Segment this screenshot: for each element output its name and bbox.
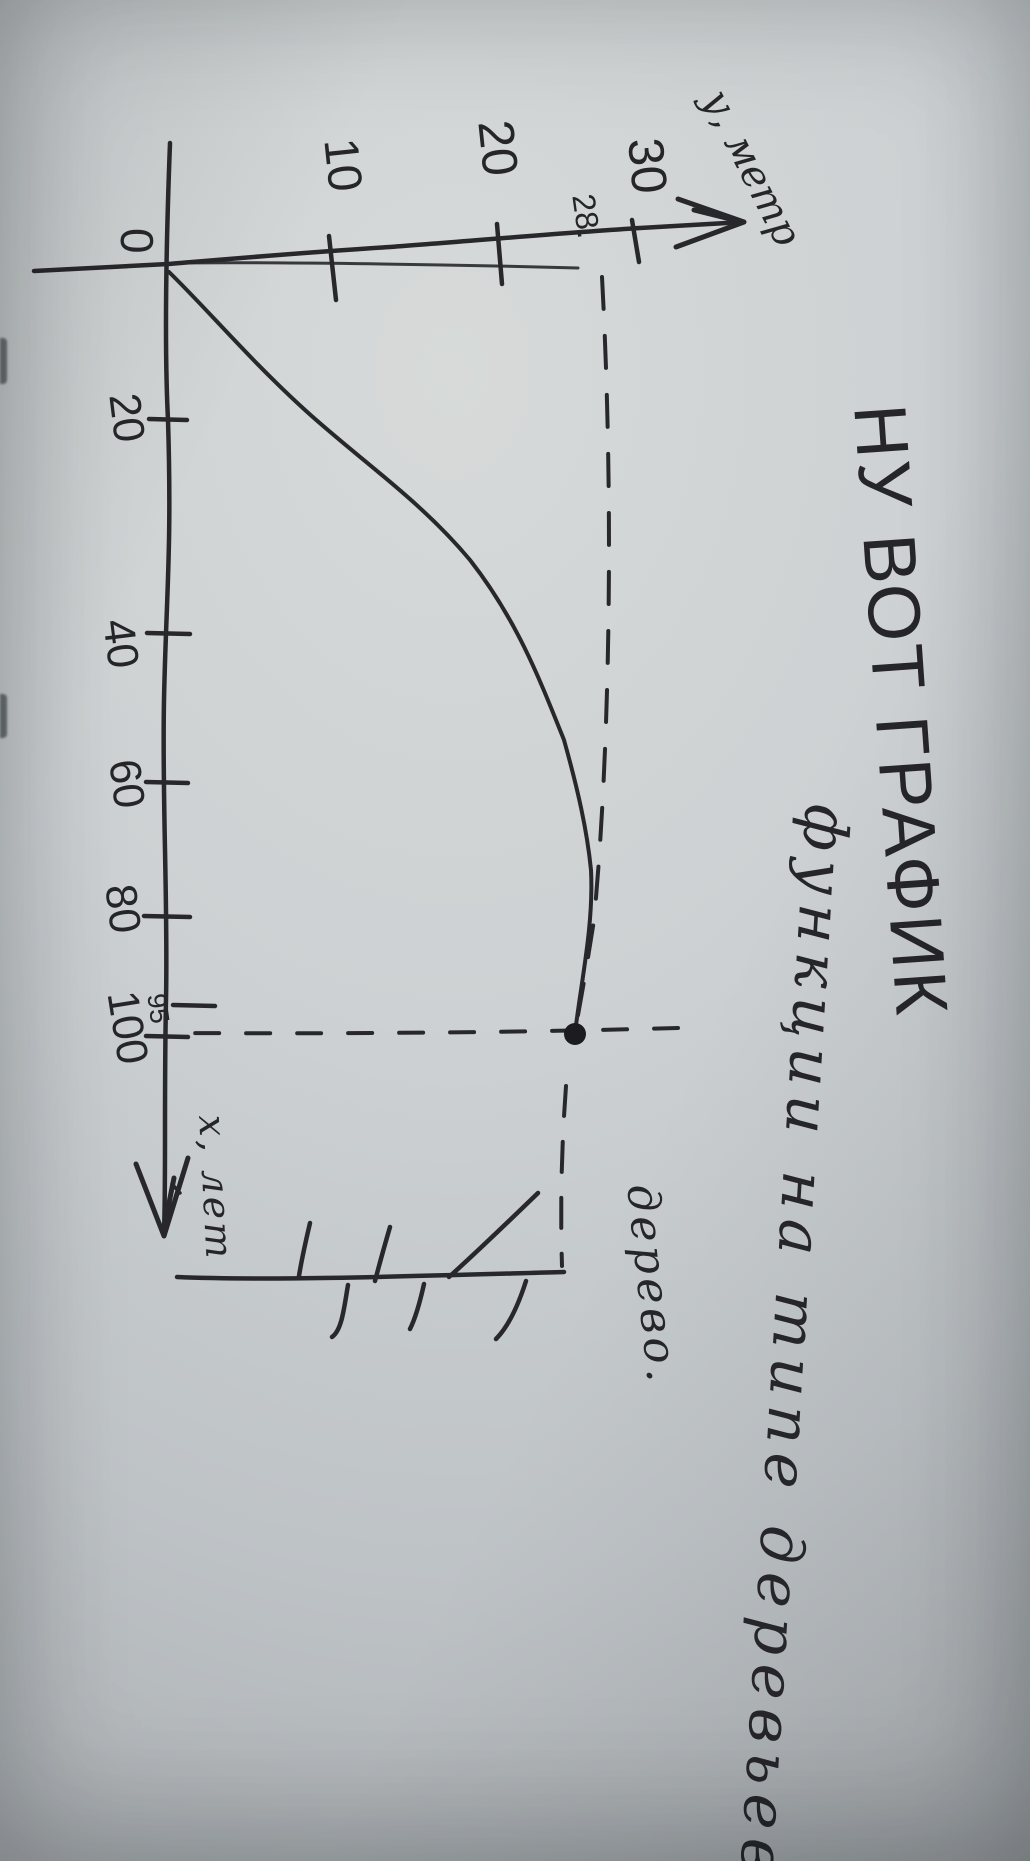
x-tick-label-20: 20 bbox=[99, 390, 154, 446]
x-tick-label-40: 40 bbox=[93, 616, 148, 672]
y-tick-label-20: 20 bbox=[467, 117, 529, 179]
x-tick-label-80: 80 bbox=[95, 881, 150, 937]
y-tick-label-10: 10 bbox=[313, 135, 372, 195]
paper-edge-shadow bbox=[0, 338, 7, 384]
stray-mark bbox=[170, 1182, 182, 1195]
x-tick-label-100: 100 bbox=[97, 987, 158, 1068]
y-axis-line bbox=[31, 219, 747, 274]
x-tick-label-60: 60 bbox=[99, 756, 154, 812]
x-axis-ticks bbox=[141, 416, 218, 1040]
x-axis-line bbox=[161, 140, 173, 1235]
dashed-guide-y28 bbox=[574, 275, 611, 1028]
y-tick-label-30: 30 bbox=[617, 135, 678, 196]
paper-edge-shadow bbox=[0, 694, 7, 738]
y-axis-arrowhead bbox=[673, 196, 747, 250]
tree-sketch bbox=[174, 1190, 567, 1342]
x-axis-arrowhead bbox=[133, 1155, 191, 1239]
origin-label: 0 bbox=[111, 228, 163, 254]
axis-retrace-stroke bbox=[171, 261, 580, 270]
dashed-guide-x95 bbox=[170, 1026, 680, 1036]
data-point bbox=[564, 1023, 586, 1045]
dashed-pointer-to-tree bbox=[559, 1084, 568, 1268]
growth-curve bbox=[167, 270, 594, 1035]
y-axis-ticks bbox=[326, 217, 642, 303]
point-y-value-label: 28. bbox=[565, 191, 608, 241]
x-axis-label: х, лет bbox=[190, 1113, 242, 1263]
